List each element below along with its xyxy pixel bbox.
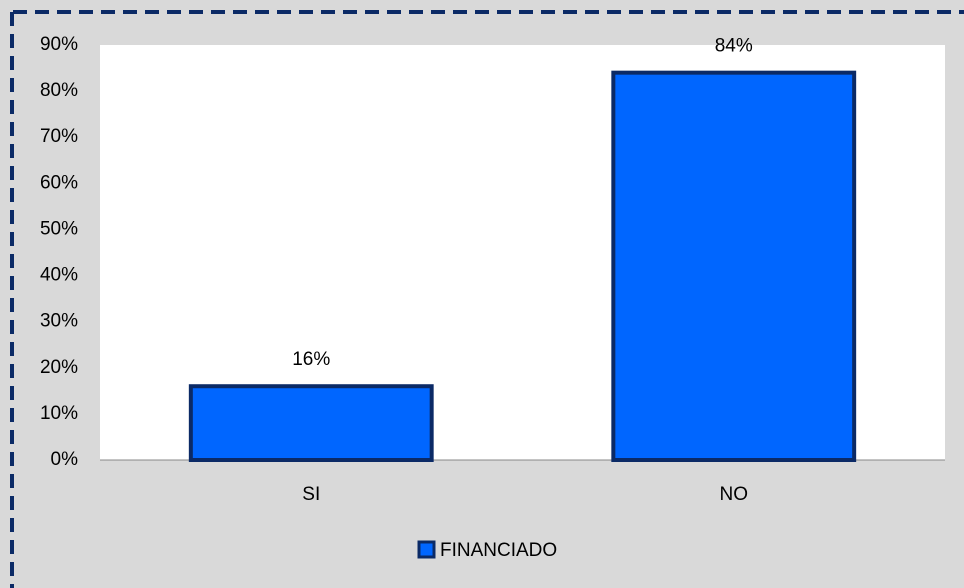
bar [611, 70, 857, 463]
value-label: 16% [292, 349, 330, 370]
x-tick-label: SI [302, 484, 320, 505]
y-tick-label: 40% [40, 265, 78, 286]
y-tick-label: 70% [40, 126, 78, 147]
y-tick-label: 80% [40, 80, 78, 101]
y-tick-label: 20% [40, 357, 78, 378]
y-tick-label: 50% [40, 218, 78, 239]
y-tick-label: 30% [40, 311, 78, 332]
y-tick-label: 10% [40, 403, 78, 424]
x-tick-label: NO [720, 484, 749, 505]
bar [188, 384, 434, 463]
y-tick-label: 60% [40, 172, 78, 193]
y-tick-label: 90% [40, 34, 78, 55]
legend-label: FINANCIADO [440, 540, 557, 561]
legend-swatch [417, 540, 436, 559]
value-label: 84% [715, 36, 753, 57]
y-tick-label: 0% [51, 449, 79, 470]
